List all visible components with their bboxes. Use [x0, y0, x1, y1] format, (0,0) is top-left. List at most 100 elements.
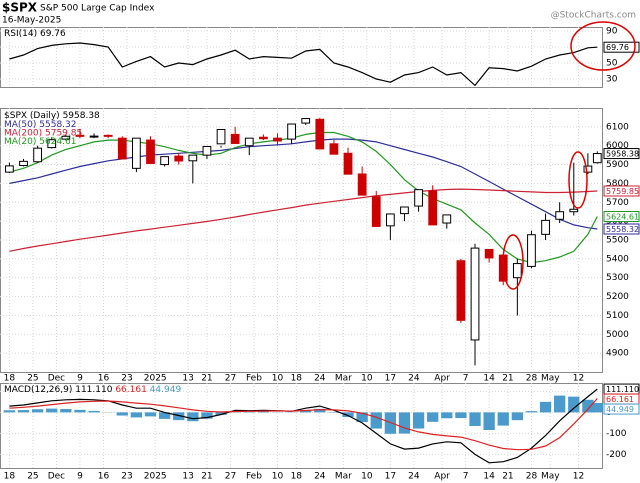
- histogram-bar: [243, 411, 255, 413]
- x-tick-label: Feb: [246, 374, 262, 384]
- y-tick-label: 5700: [606, 198, 629, 208]
- value-box-label: 44.949: [606, 405, 634, 414]
- x-tick-label: 24: [314, 472, 326, 482]
- legend-entry: MA(20) 5624.61: [4, 137, 77, 147]
- value-box-label: 69.76: [606, 43, 629, 52]
- histogram-bar: [554, 395, 566, 413]
- y-tick-label: 5200: [606, 292, 629, 302]
- legend-text: 5624.61: [39, 137, 76, 147]
- x-tick-label: 7: [463, 472, 469, 482]
- candle-body: [470, 247, 480, 341]
- histogram-bar: [342, 412, 354, 417]
- histogram-bar: [455, 412, 467, 419]
- annotations: [502, 21, 636, 290]
- legend-entry: RSI(14) 69.76: [4, 29, 66, 39]
- value-box: [603, 211, 640, 223]
- candle-body: [244, 137, 254, 147]
- y-tick-label: 6100: [606, 122, 629, 132]
- histogram-bar: [116, 412, 128, 416]
- x-tick-label: 12: [573, 472, 584, 482]
- value-box: [603, 41, 640, 53]
- x-tick-label: 28: [526, 374, 538, 384]
- value-box-label: 5759.85: [606, 187, 639, 196]
- annotation-circle: [502, 234, 524, 290]
- x-tick-label: 25: [27, 374, 38, 384]
- histogram-bar: [525, 411, 538, 413]
- x-tick-label: 21: [502, 472, 513, 482]
- histogram-bar: [412, 412, 425, 429]
- x-tick-label: 23: [121, 472, 132, 482]
- y-tick-label: 6000: [606, 141, 629, 151]
- histogram-bar: [3, 410, 16, 413]
- symbol: $SPX: [2, 1, 38, 15]
- moving-average: [9, 188, 598, 252]
- y-tick-label: 90: [606, 27, 618, 37]
- x-tick-label: 10: [272, 472, 284, 482]
- x-tick-label: 16: [98, 374, 110, 384]
- value-box: [603, 148, 640, 160]
- x-tick-label: 18: [291, 472, 303, 482]
- macd-frame: [0, 383, 603, 469]
- rsi-frame: [0, 27, 603, 88]
- candle-body: [146, 139, 155, 164]
- x-tick-label: 24: [408, 472, 420, 482]
- histogram-bar: [591, 402, 603, 413]
- candle-body: [329, 143, 339, 155]
- x-tick-label: 10: [361, 374, 373, 384]
- x-tick-label: 25: [27, 472, 38, 482]
- histogram-bar: [46, 408, 58, 413]
- x-tick-label: 24: [314, 374, 326, 384]
- candle-body: [569, 208, 579, 213]
- x-tick-label: Apr: [434, 472, 450, 482]
- histogram-bar: [370, 412, 382, 429]
- y-tick-label: -100: [606, 429, 627, 439]
- histogram-bar: [158, 412, 171, 419]
- candle-body: [315, 118, 325, 150]
- candle-body: [132, 137, 141, 169]
- candle-body: [385, 213, 395, 227]
- legend-text: 44.949: [150, 385, 182, 395]
- candle-body: [117, 137, 127, 160]
- histogram-bar: [398, 412, 411, 434]
- candle-body: [174, 155, 184, 162]
- x-tick-label: 2025: [144, 374, 167, 384]
- x-tick-label: Mar: [335, 472, 352, 482]
- legend-text: MACD(12,26,9): [4, 385, 72, 395]
- candle-body: [61, 135, 71, 140]
- x-tick-label: 17: [385, 374, 396, 384]
- candle-body: [103, 134, 113, 137]
- x-tick-label: 21: [201, 472, 212, 482]
- histogram-bar: [187, 412, 199, 422]
- legend-text: 5759.85: [45, 128, 82, 138]
- histogram-bar: [31, 409, 44, 413]
- x-tick-label: 27: [225, 472, 236, 482]
- rsi-line: [9, 42, 598, 87]
- y-tick-label: 5000: [606, 330, 629, 340]
- value-box-label: 5958.38: [606, 150, 639, 159]
- source: @StockCharts.com: [551, 11, 636, 21]
- x-tick-label: 13: [182, 374, 193, 384]
- y-tick-label: 5300: [606, 273, 629, 283]
- candle-body: [273, 137, 282, 142]
- candle-body: [484, 248, 494, 259]
- candle-body: [371, 196, 381, 227]
- histogram-bar: [511, 412, 523, 421]
- x-tick-label: May: [541, 472, 560, 482]
- legend-text: MA(50): [4, 120, 36, 130]
- x-tick-label: 18: [4, 472, 16, 482]
- legend-entry: MA(200) 5759.85: [4, 128, 82, 138]
- candle-body: [592, 153, 602, 164]
- candle-body: [5, 165, 14, 173]
- x-tick-label: 27: [225, 374, 236, 384]
- y-tick-label: 4900: [606, 349, 629, 359]
- candle-body: [202, 145, 212, 156]
- x-tick-label: 16: [98, 472, 110, 482]
- candle-body: [428, 190, 438, 226]
- legend-text: 66.161: [115, 385, 147, 395]
- moving-average: [9, 131, 598, 264]
- y-tick-label: 5400: [606, 254, 629, 264]
- candle-body: [400, 206, 409, 215]
- date: 16-May-2025: [2, 16, 61, 26]
- x-tick-label: 24: [408, 374, 420, 384]
- histogram-bar: [201, 412, 213, 419]
